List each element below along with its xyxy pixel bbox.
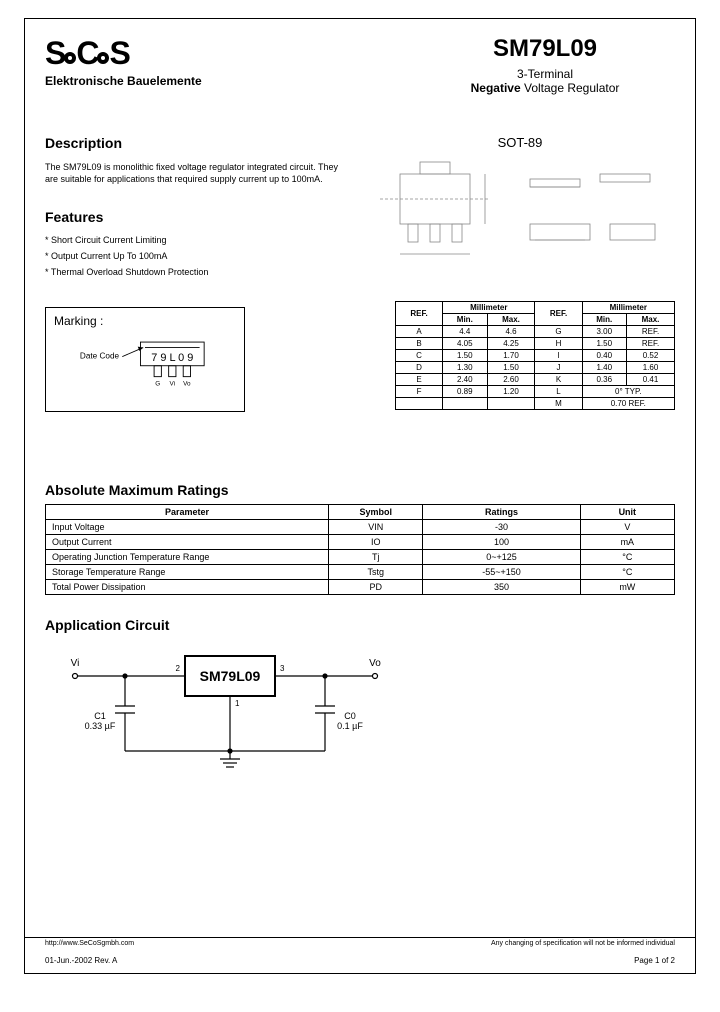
svg-text:G: G <box>155 381 160 388</box>
logo-block: SCS Elektronische Bauelemente <box>45 35 285 95</box>
footer-top: http://www.SeCoSgmbh.com Any changing of… <box>25 937 695 947</box>
feature-item: * Thermal Overload Shutdown Protection <box>45 267 345 277</box>
svg-text:0.33 µF: 0.33 µF <box>85 721 116 731</box>
footer-url: http://www.SeCoSgmbh.com <box>45 940 134 947</box>
marking-diagram: 7 9 L 0 9 G Vi Vo Date Code <box>54 328 236 398</box>
svg-text:Date Code: Date Code <box>80 352 120 361</box>
part-number: SM79L09 <box>415 35 675 63</box>
subtitle-line2: Negative Voltage Regulator <box>415 81 675 95</box>
svg-text:3: 3 <box>280 664 285 673</box>
logo-icon: SCS <box>45 35 285 72</box>
svg-text:1: 1 <box>235 699 240 708</box>
footer-disclaimer: Any changing of specification will not b… <box>491 940 675 947</box>
dimensions-table: REF. Millimeter REF. Millimeter Min. Max… <box>395 301 675 410</box>
svg-text:2: 2 <box>176 664 181 673</box>
title-block: SM79L09 3-Terminal Negative Voltage Regu… <box>415 35 675 95</box>
svg-text:SM79L09: SM79L09 <box>200 668 261 684</box>
feature-item: * Short Circuit Current Limiting <box>45 235 345 245</box>
left-column: Description The SM79L09 is monolithic fi… <box>45 135 345 412</box>
datasheet-page: SCS Elektronische Bauelemente SM79L09 3-… <box>24 18 696 974</box>
description-text: The SM79L09 is monolithic fixed voltage … <box>45 161 345 185</box>
logo-subtitle: Elektronische Bauelemente <box>45 74 285 88</box>
package-label: SOT-89 <box>365 135 675 150</box>
application-circuit-diagram: SM79L09 Vi 2 Vo 3 1 C1 0.33 µF <box>45 641 405 781</box>
svg-text:Vo: Vo <box>369 658 381 669</box>
absmax-table: Parameter Symbol Ratings Unit Input Volt… <box>45 504 675 595</box>
marking-heading: Marking : <box>54 314 236 328</box>
absmax-heading: Absolute Maximum Ratings <box>45 482 675 498</box>
right-column: SOT-89 <box>365 135 675 412</box>
footer-bottom: 01-Jun.-2002 Rev. A Page 1 of 2 <box>25 956 695 965</box>
svg-text:Vo: Vo <box>183 381 191 388</box>
description-heading: Description <box>45 135 345 151</box>
appcircuit-heading: Application Circuit <box>45 617 675 633</box>
feature-item: * Output Current Up To 100mA <box>45 251 345 261</box>
svg-text:C1: C1 <box>94 711 106 721</box>
content-row: Description The SM79L09 is monolithic fi… <box>45 135 675 412</box>
svg-text:0.1 µF: 0.1 µF <box>337 721 363 731</box>
marking-box: Marking : 7 9 L 0 9 G Vi Vo Date Code <box>45 307 245 412</box>
features-heading: Features <box>45 209 345 225</box>
svg-text:Vi: Vi <box>170 381 176 388</box>
features-list: * Short Circuit Current Limiting * Outpu… <box>45 235 345 277</box>
package-outline-icon <box>365 154 675 294</box>
footer-page: Page 1 of 2 <box>634 956 675 965</box>
header: SCS Elektronische Bauelemente SM79L09 3-… <box>45 35 675 95</box>
svg-text:C0: C0 <box>344 711 356 721</box>
footer-date: 01-Jun.-2002 Rev. A <box>45 956 117 965</box>
subtitle-line1: 3-Terminal <box>415 67 675 81</box>
svg-text:7 9 L 0 9: 7 9 L 0 9 <box>151 352 193 364</box>
svg-text:Vi: Vi <box>71 658 80 669</box>
